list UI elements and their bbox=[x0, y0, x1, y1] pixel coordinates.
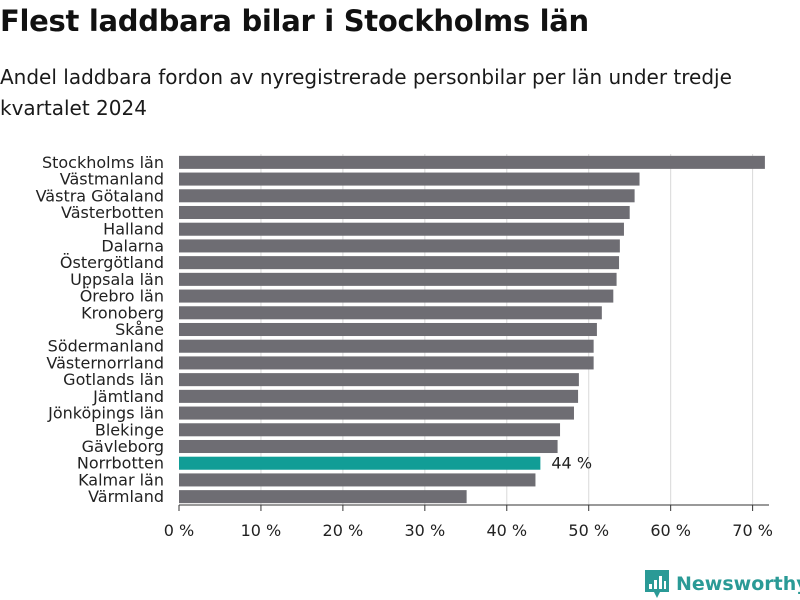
chart-subtitle: Andel laddbara fordon av nyregistrerade … bbox=[0, 65, 732, 120]
category-label: Stockholms län bbox=[42, 153, 164, 172]
bar[interactable] bbox=[179, 490, 467, 504]
category-label: Jönköpings län bbox=[47, 404, 164, 423]
category-label: Skåne bbox=[115, 320, 164, 339]
chart-title: Flest laddbara bilar i Stockholms län bbox=[0, 4, 589, 38]
bar[interactable] bbox=[179, 389, 579, 403]
category-label: Östergötland bbox=[60, 253, 164, 272]
bar[interactable] bbox=[179, 155, 765, 169]
category-label: Kronoberg bbox=[81, 303, 164, 322]
data-label: 44 % bbox=[551, 454, 592, 473]
brand-logo[interactable]: Newsworthy bbox=[644, 569, 800, 599]
category-label: Jämtland bbox=[92, 387, 164, 406]
x-tick-label: 30 % bbox=[405, 521, 446, 540]
bar[interactable] bbox=[179, 322, 597, 337]
category-label: Västmanland bbox=[60, 170, 164, 189]
category-label: Blekinge bbox=[95, 420, 164, 439]
x-tick-label: 70 % bbox=[732, 521, 773, 540]
bar[interactable] bbox=[179, 373, 579, 387]
category-label: Västernorrland bbox=[46, 353, 164, 372]
x-tick-label: 40 % bbox=[486, 521, 527, 540]
bar[interactable] bbox=[179, 272, 617, 286]
x-tick-label: 0 % bbox=[164, 521, 194, 540]
category-label: Uppsala län bbox=[70, 270, 164, 289]
category-label: Norrbotten bbox=[77, 454, 164, 473]
newsworthy-logo-icon bbox=[645, 570, 669, 598]
bar[interactable] bbox=[179, 406, 574, 420]
bar[interactable] bbox=[179, 356, 594, 370]
category-label: Södermanland bbox=[48, 337, 164, 356]
brand-name: Newsworthy bbox=[676, 573, 800, 595]
bar[interactable] bbox=[179, 339, 594, 353]
category-label: Värmland bbox=[88, 487, 164, 506]
category-label: Gotlands län bbox=[63, 370, 164, 389]
x-tick-label: 20 % bbox=[323, 521, 364, 540]
bar[interactable] bbox=[179, 439, 558, 454]
x-tick-label: 10 % bbox=[241, 521, 282, 540]
category-label: Kalmar län bbox=[78, 470, 164, 489]
bar[interactable] bbox=[179, 205, 630, 220]
bar[interactable] bbox=[179, 189, 635, 203]
bar[interactable] bbox=[179, 289, 614, 303]
bar[interactable] bbox=[179, 239, 620, 253]
category-label: Örebro län bbox=[80, 287, 164, 306]
x-tick-label: 50 % bbox=[568, 521, 609, 540]
category-label: Dalarna bbox=[101, 236, 164, 255]
bar[interactable] bbox=[179, 306, 602, 320]
bar[interactable] bbox=[179, 256, 620, 270]
bar[interactable] bbox=[179, 456, 541, 470]
bar[interactable] bbox=[179, 473, 536, 487]
bar[interactable] bbox=[179, 172, 640, 186]
bar[interactable] bbox=[179, 423, 561, 437]
category-label: Västra Götaland bbox=[36, 186, 164, 205]
category-label: Gävleborg bbox=[82, 437, 164, 456]
category-label: Västerbotten bbox=[61, 203, 164, 222]
bar[interactable] bbox=[179, 222, 624, 236]
x-tick-label: 60 % bbox=[650, 521, 691, 540]
category-label: Halland bbox=[103, 220, 164, 239]
